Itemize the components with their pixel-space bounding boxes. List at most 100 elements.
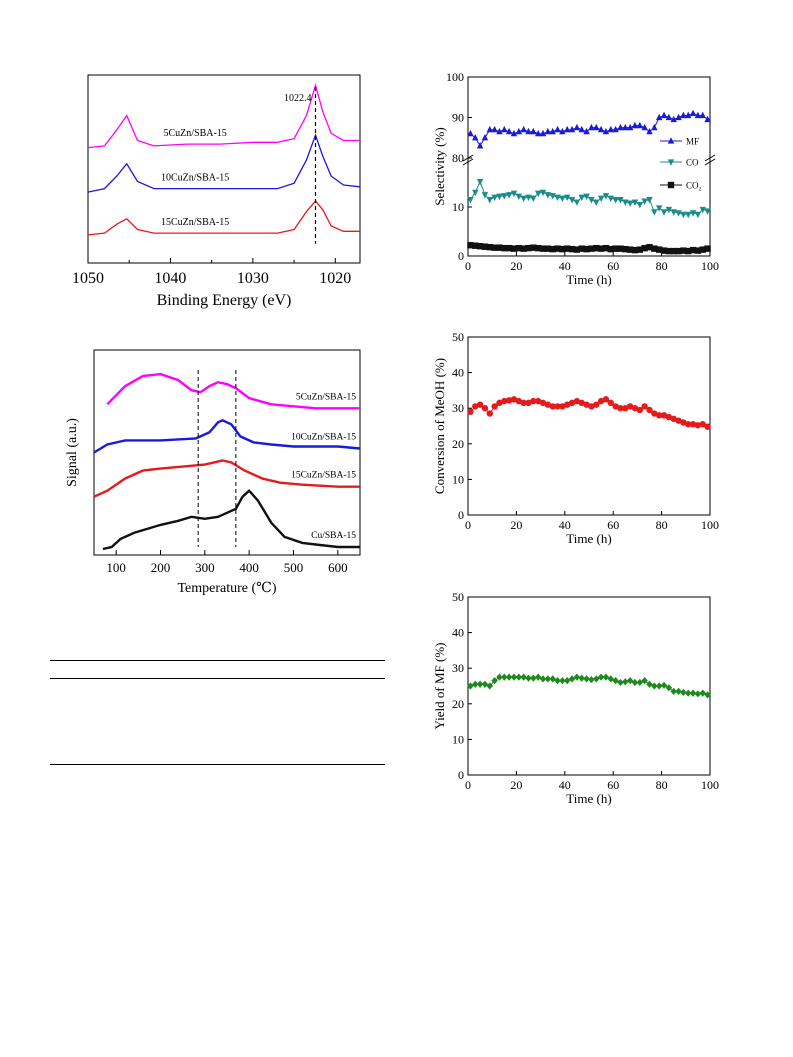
- data-point: [602, 673, 610, 681]
- x-tick-label: 1030: [237, 270, 269, 287]
- data-point: [612, 197, 619, 204]
- data-point: [689, 421, 697, 428]
- data-point: [481, 192, 489, 199]
- data-point: [607, 125, 614, 133]
- x-tick-label: 1050: [72, 270, 104, 287]
- data-point: [665, 413, 673, 421]
- data-point: [636, 246, 644, 253]
- data-point: [694, 690, 702, 698]
- data-point: [476, 401, 484, 408]
- data-point: [704, 423, 711, 430]
- data-point: [583, 127, 590, 135]
- data-point: [641, 123, 648, 131]
- data-point: [491, 403, 498, 410]
- data-point: [481, 243, 489, 250]
- peak-annotation: 1022.4: [284, 93, 312, 104]
- data-point: [685, 421, 692, 428]
- data-point: [510, 245, 518, 252]
- x-tick-label: 100: [701, 259, 719, 273]
- x-tick-label: 80: [656, 259, 668, 273]
- data-point: [617, 678, 624, 687]
- data-point: [549, 127, 556, 135]
- y-tick-label: 10: [452, 732, 464, 746]
- x-tick-label: 40: [559, 518, 571, 532]
- data-point: [578, 399, 585, 407]
- data-point: [578, 674, 585, 682]
- series-line: [106, 372, 360, 410]
- data-point: [670, 115, 677, 123]
- series-line: [87, 133, 361, 193]
- data-point: [505, 127, 513, 135]
- x-tick-label: 100: [701, 518, 719, 532]
- data-point: [694, 111, 702, 119]
- plot-frame: [467, 596, 711, 776]
- data-point: [626, 246, 634, 253]
- data-point: [655, 682, 663, 690]
- x-axis-label: Time (h): [566, 272, 611, 287]
- data-point: [617, 123, 624, 131]
- data-point: [685, 211, 692, 219]
- series-line: [102, 488, 360, 551]
- y-tick-label: 10: [452, 200, 464, 214]
- data-point: [501, 397, 508, 405]
- data-point: [680, 688, 687, 697]
- data-point: [472, 242, 479, 249]
- data-point: [689, 689, 697, 697]
- data-point: [534, 129, 542, 137]
- x-tick-label: 0: [465, 259, 471, 273]
- data-point: [554, 245, 561, 252]
- data-point: [593, 244, 600, 252]
- data-point: [670, 415, 677, 423]
- series-label: 10CuZn/SBA-15: [291, 432, 356, 442]
- data-point: [588, 403, 595, 410]
- y-tick-label: 50: [452, 590, 464, 604]
- x-tick-label: 100: [701, 778, 719, 792]
- data-point: [467, 129, 474, 137]
- data-point: [612, 403, 619, 410]
- data-point: [646, 406, 653, 414]
- data-point: [631, 199, 639, 206]
- data-point: [467, 197, 474, 204]
- data-point: [525, 674, 532, 682]
- xps-spectrum-chart: 1050 1040 1030 1020 5CuZn/SBA-15 10CuZn/SBA-1…: [72, 74, 361, 309]
- data-point: [593, 675, 600, 683]
- x-axis-label: Binding Energy (eV): [157, 292, 292, 309]
- x-axis-label: Temperature (℃): [177, 581, 276, 596]
- data-point: [534, 673, 542, 681]
- mf-yield-chart: 0 20 40 60 80 100 0 10 20 30 40 50 Time (h) Yield of …: [432, 590, 719, 806]
- data-point: [496, 399, 503, 407]
- data-point: [593, 123, 600, 131]
- y-axis-label: Yield of MF (%): [432, 642, 447, 729]
- y-tick-label: 40: [452, 626, 464, 640]
- data-point: [583, 401, 590, 408]
- data-point: [704, 245, 711, 252]
- data-point: [573, 673, 581, 681]
- data-point: [578, 245, 585, 252]
- data-point: [496, 673, 503, 681]
- data-point: [651, 245, 658, 252]
- table-top-rule: [50, 660, 385, 661]
- data-point: [583, 193, 590, 201]
- data-point: [675, 417, 682, 424]
- data-point: [704, 115, 711, 123]
- x-tick-label: 40: [559, 259, 571, 273]
- data-point: [515, 244, 523, 252]
- data-point: [617, 197, 624, 204]
- data-point: [515, 397, 523, 405]
- data-point: [476, 243, 484, 250]
- data-point: [573, 123, 581, 131]
- data-point: [481, 680, 489, 688]
- data-point: [525, 194, 532, 201]
- data-point: [612, 125, 619, 133]
- data-point: [597, 245, 605, 252]
- legend-label: MF: [686, 137, 699, 147]
- data-point: [559, 245, 566, 253]
- data-point: [481, 133, 489, 141]
- data-point: [617, 245, 624, 252]
- data-point: [660, 412, 668, 419]
- data-point: [505, 192, 513, 199]
- series-label: 5CuZn/SBA-15: [163, 128, 226, 139]
- data-point: [631, 121, 639, 129]
- data-point: [583, 245, 590, 253]
- data-point: [530, 244, 537, 251]
